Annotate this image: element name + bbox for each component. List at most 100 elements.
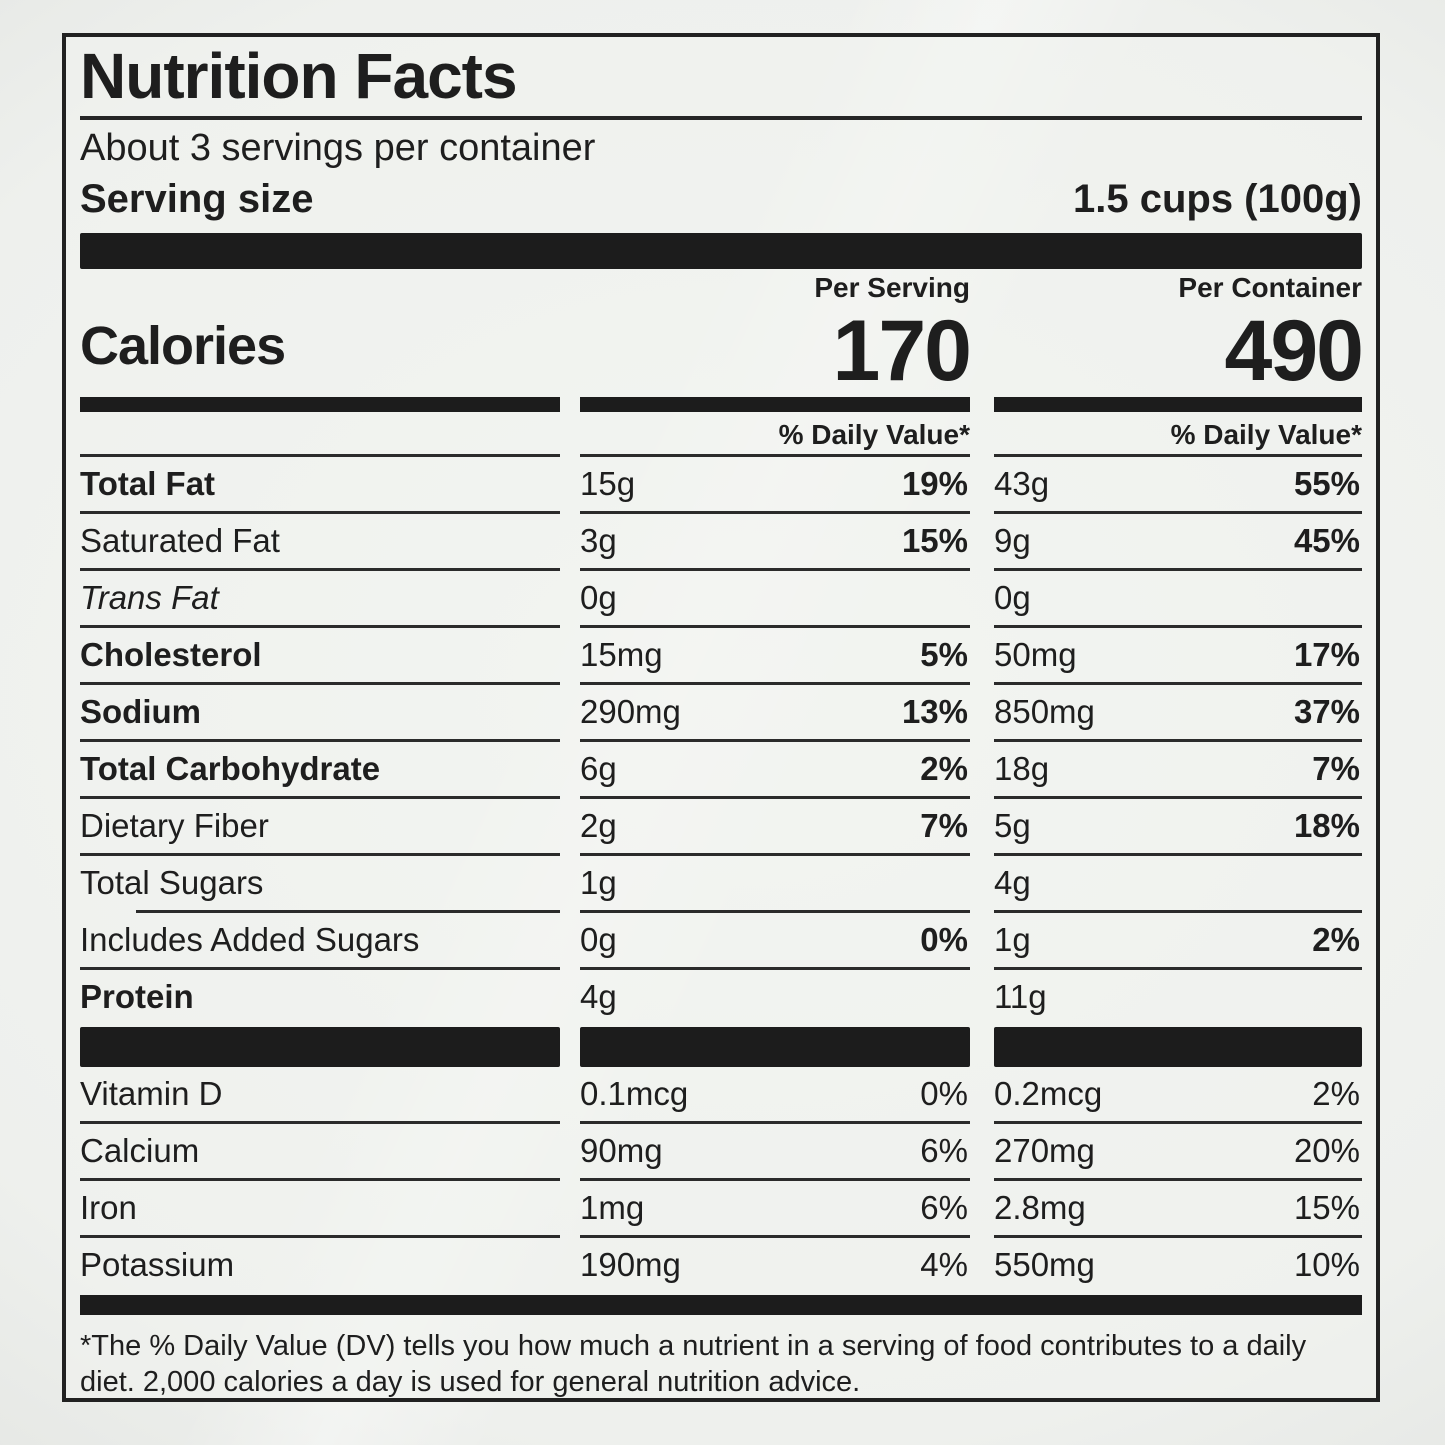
container-amount: 11g <box>994 977 1047 1015</box>
serving-dv: 0% <box>920 920 968 958</box>
table-row: Dietary Fiber 2g 7% 5g 18% <box>80 799 1362 856</box>
serving-amount: 0g <box>580 578 617 616</box>
nutrient-name: Total Fat <box>80 453 560 514</box>
container-amount: 43g <box>994 464 1050 502</box>
nutrient-name: Sodium <box>80 685 560 742</box>
calories-divider-right <box>994 396 1362 412</box>
table-row: Saturated Fat 3g 15% 9g 45% <box>80 514 1362 571</box>
serving-amount: 1g <box>580 863 617 901</box>
container-amount: 2.8mg <box>994 1188 1086 1226</box>
nutrient-name: Dietary Fiber <box>80 799 560 856</box>
serving-amount: 0g <box>580 920 617 958</box>
serving-size-row: Serving size 1.5 cups (100g) <box>80 177 1362 222</box>
container-dv: 18% <box>1293 806 1360 844</box>
table-row: Potassium 190mg 4% 550mg 10% <box>80 1238 1362 1295</box>
container-dv: 15% <box>1293 1188 1360 1226</box>
serving-dv: 4% <box>920 1245 968 1283</box>
nutrient-name: Protein <box>80 977 194 1015</box>
container-dv: 7% <box>1312 749 1360 787</box>
container-dv: 55% <box>1293 464 1360 502</box>
serving-dv: 6% <box>920 1131 968 1169</box>
table-row: Sodium 290mg 13% 850mg 37% <box>80 685 1362 742</box>
calories-divider-middle <box>580 396 970 412</box>
per-serving-label: Per Serving <box>814 271 970 303</box>
per-serving-column: Per Serving 170 % Daily Value* <box>580 271 973 454</box>
table-row: Cholesterol 15mg 5% 50mg 17% <box>80 628 1362 685</box>
container-amount: 0g <box>994 578 1031 616</box>
container-dv: 20% <box>1293 1131 1360 1169</box>
table-row: Iron 1mg 6% 2.8mg 15% <box>80 1181 1362 1238</box>
table-row: Protein 4g 11g <box>80 970 1362 1027</box>
nutrient-name: Cholesterol <box>80 628 560 685</box>
nutrient-name: Iron <box>80 1181 560 1238</box>
serving-amount: 3g <box>580 521 617 559</box>
container-amount: 1g <box>994 920 1031 958</box>
serving-dv: 13% <box>901 692 968 730</box>
serving-amount: 1mg <box>580 1188 645 1226</box>
container-amount: 4g <box>994 863 1031 901</box>
calories-divider-left <box>80 396 560 412</box>
serving-dv <box>968 579 970 616</box>
daily-value-footnote: *The % Daily Value (DV) tells you how mu… <box>80 1329 1307 1398</box>
calories-label: Calories <box>80 315 286 376</box>
vitamin-table: Vitamin D 0.1mcg 0% 0.2mcg 2% Calcium 90mg… <box>80 1067 1362 1295</box>
calories-label-column: Calories <box>80 271 560 454</box>
container-amount: 9g <box>994 521 1031 559</box>
serving-dv <box>968 978 970 1018</box>
nutrient-name: Trans Fat <box>80 571 560 628</box>
per-container-label: Per Container <box>1178 271 1362 303</box>
serving-dv: 19% <box>901 464 968 502</box>
calories-section: Calories Per Serving 170 % Daily Value* … <box>80 271 1365 454</box>
daily-value-header-serving: % Daily Value* <box>778 418 970 450</box>
nutrient-name: Total Carbohydrate <box>80 742 560 799</box>
serving-amount: 4g <box>580 977 617 1015</box>
table-row: Trans Fat 0g 0g <box>80 571 1362 628</box>
container-dv <box>1360 864 1362 901</box>
nutrient-name: Saturated Fat <box>80 514 560 571</box>
serving-amount: 0.1mcg <box>580 1074 689 1112</box>
container-amount: 5g <box>994 806 1031 844</box>
panel-title: Nutrition Facts <box>80 42 1362 120</box>
daily-value-header-container: % Daily Value* <box>1170 418 1362 450</box>
container-dv: 37% <box>1293 692 1360 730</box>
serving-size-label: Serving size <box>80 176 314 221</box>
container-amount: 0.2mcg <box>994 1074 1103 1112</box>
serving-amount: 290mg <box>580 692 681 730</box>
serving-dv: 2% <box>920 749 968 787</box>
nutrition-facts-panel: Nutrition Facts About 3 servings per con… <box>62 33 1380 1402</box>
nutrient-table: Total Fat 15g 19% 43g 55% Saturated Fat 3g… <box>80 453 1362 1027</box>
container-dv: 45% <box>1293 521 1360 559</box>
serving-dv: 15% <box>901 521 968 559</box>
table-row: Total Carbohydrate 6g 2% 18g 7% <box>80 742 1362 799</box>
container-amount: 850mg <box>994 692 1095 730</box>
serving-amount: 6g <box>580 749 617 787</box>
serving-dv: 5% <box>920 635 968 673</box>
table-row: Total Sugars 1g 4g <box>80 856 1362 913</box>
serving-amount: 2g <box>580 806 617 844</box>
container-amount: 50mg <box>994 635 1077 673</box>
serving-amount: 90mg <box>580 1131 663 1169</box>
nutrient-name: Potassium <box>80 1245 235 1283</box>
thick-divider-bottom <box>80 1294 1362 1315</box>
nutrient-name: Total Sugars <box>80 856 560 913</box>
serving-dv: 0% <box>920 1074 968 1112</box>
container-dv <box>1360 978 1362 1018</box>
serving-amount: 15g <box>580 464 636 502</box>
container-dv: 17% <box>1293 635 1360 673</box>
container-amount: 18g <box>994 749 1050 787</box>
nutrient-name: Includes Added Sugars <box>80 913 560 970</box>
calories-per-serving-value: 170 <box>832 302 973 399</box>
per-container-column: Per Container 490 % Daily Value* <box>994 271 1365 454</box>
table-row: Calcium 90mg 6% 270mg 20% <box>80 1124 1362 1181</box>
container-dv: 2% <box>1312 1074 1360 1112</box>
container-amount: 550mg <box>994 1245 1095 1283</box>
calories-per-container-value: 490 <box>1224 302 1365 399</box>
serving-dv: 7% <box>920 806 968 844</box>
serving-size-value: 1.5 cups (100g) <box>1072 176 1362 221</box>
thick-divider-columns <box>80 1026 1362 1067</box>
table-row: Includes Added Sugars 0g 0% 1g 2% <box>80 913 1362 970</box>
serving-dv: 6% <box>920 1188 968 1226</box>
nutrient-name: Calcium <box>80 1124 560 1181</box>
serving-amount: 190mg <box>580 1245 681 1283</box>
thick-divider-top <box>80 232 1362 269</box>
